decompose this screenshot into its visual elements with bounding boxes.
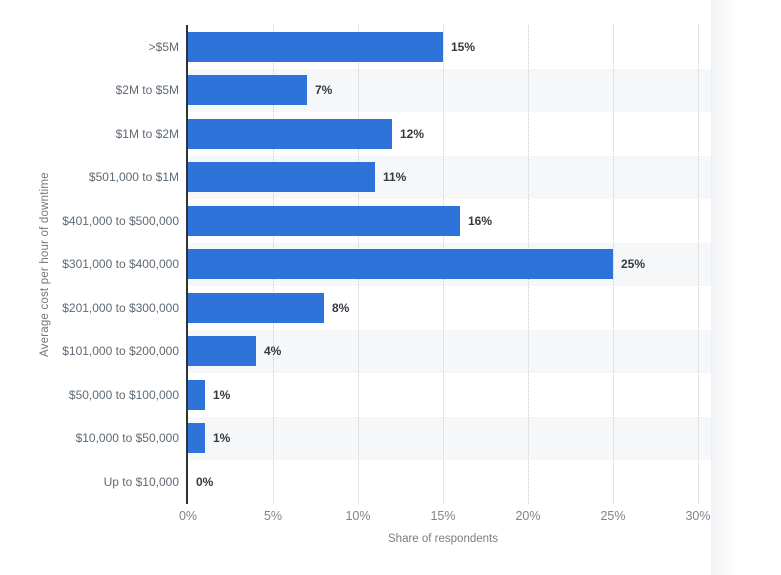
x-axis-title: Share of respondents — [388, 533, 498, 545]
bar[interactable] — [188, 292, 324, 323]
x-axis-tick-label: 20% — [515, 509, 541, 523]
bar-value-label: 1% — [213, 387, 231, 402]
category-label: $201,000 to $300,000 — [62, 300, 179, 315]
x-axis-tick-label: 15% — [430, 509, 456, 523]
row-band — [188, 416, 712, 460]
category-label: $2M to $5M — [115, 83, 179, 98]
y-axis-line — [186, 25, 188, 504]
bar-value-label: 8% — [332, 300, 350, 315]
side-toolbar: ” — [711, 0, 781, 575]
category-label: >$5M — [148, 39, 179, 54]
bar[interactable] — [188, 162, 375, 193]
category-label: Up to $10,000 — [103, 474, 179, 489]
category-label: $10,000 to $50,000 — [75, 431, 179, 446]
bar-value-label: 7% — [315, 83, 333, 98]
bar[interactable] — [188, 379, 205, 410]
x-axis-tick-label: 10% — [345, 509, 371, 523]
row-band — [188, 329, 712, 373]
bar-value-label: 11% — [383, 170, 407, 185]
x-axis-tick-label: 0% — [178, 509, 198, 523]
category-label: $301,000 to $400,000 — [62, 257, 179, 272]
bar-value-label: 4% — [264, 344, 282, 359]
x-axis-tick-label: 5% — [263, 509, 283, 523]
category-axis: >$5M $2M to $5M $1M to $2M $501,000 to $1M $… — [0, 25, 179, 504]
category-label: $501,000 to $1M — [88, 170, 179, 185]
x-axis-tick-label: 25% — [600, 509, 626, 523]
bar-value-label: 25% — [621, 257, 646, 272]
x-axis-tick-label: 30% — [685, 509, 711, 523]
plot-area: 15% 7% 12% 11% 16% 25% 8% 4% 1% 1% 0% — [188, 25, 712, 504]
row-band — [188, 460, 712, 504]
category-label: $1M to $2M — [115, 126, 179, 141]
bar-value-label: 12% — [400, 126, 425, 141]
bar[interactable] — [188, 423, 205, 454]
bar-value-label: 15% — [451, 39, 476, 54]
bar-value-label: 1% — [213, 431, 231, 446]
bar-value-label: 0% — [196, 474, 214, 489]
category-label: $401,000 to $500,000 — [62, 213, 179, 228]
category-label: $101,000 to $200,000 — [62, 344, 179, 359]
gridline — [613, 25, 614, 504]
bar[interactable] — [188, 31, 443, 62]
bar[interactable] — [188, 205, 460, 236]
bar[interactable] — [188, 118, 392, 149]
bar[interactable] — [188, 249, 613, 280]
row-band — [188, 373, 712, 417]
bar[interactable] — [188, 336, 256, 367]
gridline — [698, 25, 699, 504]
bar[interactable] — [188, 75, 307, 106]
bar-value-label: 16% — [468, 213, 493, 228]
category-label: $50,000 to $100,000 — [68, 387, 179, 402]
x-axis-ticks: 0% 5% 10% 15% 20% 25% 30% — [0, 509, 781, 525]
